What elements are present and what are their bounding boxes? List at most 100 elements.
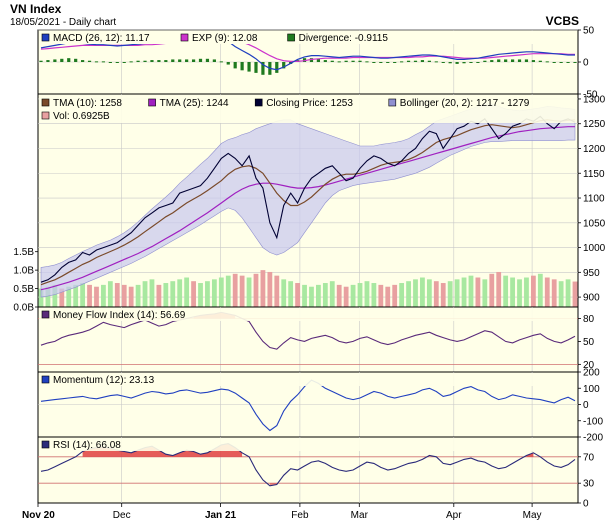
macd-divergence-bar bbox=[358, 60, 362, 62]
volume-bar bbox=[433, 281, 439, 307]
volume-bar bbox=[489, 273, 495, 307]
volume-bar bbox=[475, 277, 481, 307]
macd-divergence-bar bbox=[60, 58, 64, 62]
macd-divergence-bar bbox=[136, 60, 140, 62]
volume-bar bbox=[232, 273, 238, 307]
volume-bar bbox=[121, 284, 127, 307]
brand-label: VCBS bbox=[546, 14, 579, 28]
volume-bar bbox=[378, 284, 384, 307]
macd-divergence-bar bbox=[524, 59, 529, 62]
macd-divergence-bar bbox=[275, 62, 279, 73]
macd-divergence-bar bbox=[413, 60, 418, 62]
volume-bar bbox=[59, 288, 65, 307]
macd-divergence-bar bbox=[469, 62, 473, 63]
momentum-ytick-label-0: 200 bbox=[583, 368, 600, 379]
macd-divergence-bar bbox=[434, 61, 438, 63]
volume-bar bbox=[149, 279, 155, 307]
volume-bar bbox=[385, 286, 391, 307]
macd-divergence-bar bbox=[552, 62, 556, 63]
volume-bar bbox=[371, 283, 377, 307]
price-vol-legend-swatch-0 bbox=[41, 111, 50, 120]
volume-bar bbox=[357, 283, 363, 307]
volume-bar bbox=[107, 281, 113, 307]
price-ytick-label-4: 1100 bbox=[583, 194, 605, 205]
macd-divergence-bar bbox=[254, 62, 258, 73]
volume-bar bbox=[392, 284, 398, 307]
macd-divergence-bar bbox=[46, 60, 50, 62]
macd-divergence-bar bbox=[101, 61, 106, 63]
tma10-line bbox=[40, 119, 576, 286]
macd-divergence-bar bbox=[483, 60, 487, 62]
volume-bar bbox=[114, 283, 120, 307]
volume-bar bbox=[177, 279, 183, 307]
volume-bar bbox=[135, 284, 141, 307]
x-tick-label-6: May bbox=[523, 510, 542, 521]
macd-divergence-bar bbox=[379, 62, 383, 63]
price-ytick-label-0: 1300 bbox=[583, 94, 606, 105]
volume-bar bbox=[364, 281, 370, 307]
volume-bar bbox=[295, 283, 300, 307]
volume-bar bbox=[267, 271, 273, 307]
momentum-ytick-label-3: -100 bbox=[583, 416, 603, 427]
macd-divergence-bar bbox=[219, 61, 223, 63]
volume-bar bbox=[440, 283, 446, 307]
macd-legend-label-0: MACD (26, 12): 11.17 bbox=[53, 33, 150, 44]
volume-bar bbox=[239, 275, 245, 307]
price-legend-swatch-0 bbox=[41, 98, 50, 107]
volume-bar bbox=[447, 281, 453, 307]
macd-divergence-bar bbox=[94, 61, 99, 63]
volume-bar bbox=[413, 279, 418, 307]
volume-bar bbox=[205, 281, 210, 307]
macd-ytick-label-1: 0 bbox=[583, 58, 589, 69]
volume-bar bbox=[101, 284, 106, 307]
macd-divergence-bar bbox=[337, 61, 341, 63]
macd-divergence-bar bbox=[157, 60, 161, 62]
volume-bar bbox=[426, 279, 432, 307]
macd-divergence-bar bbox=[316, 58, 321, 62]
price-legend-label-2: Closing Price: 1253 bbox=[266, 98, 353, 109]
macd-divergence-bar bbox=[393, 62, 397, 63]
price-ytick-label-8: 900 bbox=[583, 293, 600, 304]
x-tick-label-5: Apr bbox=[446, 510, 462, 521]
macd-divergence-bar bbox=[490, 60, 494, 62]
macd-divergence-bar bbox=[406, 60, 411, 62]
macd-divergence-bar bbox=[538, 60, 542, 62]
volume-bar bbox=[482, 279, 488, 307]
macd-divergence-bar bbox=[205, 58, 210, 62]
x-tick-label-3: Feb bbox=[291, 510, 309, 521]
macd-legend-label-2: Divergence: -0.9115 bbox=[299, 33, 389, 44]
volume-bar bbox=[52, 284, 58, 307]
price-ytick-label-1: 1250 bbox=[583, 119, 606, 130]
macd-divergence-bar bbox=[372, 62, 376, 63]
macd-line bbox=[40, 35, 575, 71]
chart-title: VN Index bbox=[10, 2, 62, 16]
macd-divergence-bar bbox=[517, 59, 522, 62]
volume-bar bbox=[211, 279, 217, 307]
macd-legend-swatch-2 bbox=[287, 33, 295, 42]
volume-bar bbox=[309, 286, 314, 307]
volume-bar bbox=[38, 288, 44, 307]
volume-bar bbox=[496, 271, 502, 307]
x-tick-label-2: Jan 21 bbox=[205, 510, 237, 521]
rsi-legend-swatch-0 bbox=[41, 440, 50, 449]
volume-bar bbox=[163, 283, 169, 307]
macd-divergence-bar bbox=[497, 59, 501, 62]
macd-divergence-bar bbox=[476, 62, 480, 63]
macd-divergence-bar bbox=[143, 60, 147, 62]
volume-bar bbox=[260, 270, 266, 307]
macd-divergence-bar bbox=[510, 59, 515, 62]
macd-divergence-bar bbox=[462, 62, 466, 64]
macd-divergence-bar bbox=[531, 60, 535, 62]
rsi-overbought-area bbox=[82, 443, 243, 457]
volume-bar bbox=[461, 277, 467, 307]
macd-legend-bg bbox=[39, 31, 577, 44]
x-tick-label-1: Dec bbox=[113, 510, 131, 521]
price-ytick-label-6: 1000 bbox=[583, 243, 606, 254]
volume-tick-label-0: 1.5B bbox=[13, 247, 34, 258]
rsi-ytick-label-2: 0 bbox=[583, 499, 589, 510]
mfi-legend-swatch-0 bbox=[41, 310, 50, 319]
volume-bar bbox=[510, 277, 515, 307]
macd-divergence-bar bbox=[67, 58, 71, 62]
macd-divergence-bar bbox=[309, 58, 314, 62]
